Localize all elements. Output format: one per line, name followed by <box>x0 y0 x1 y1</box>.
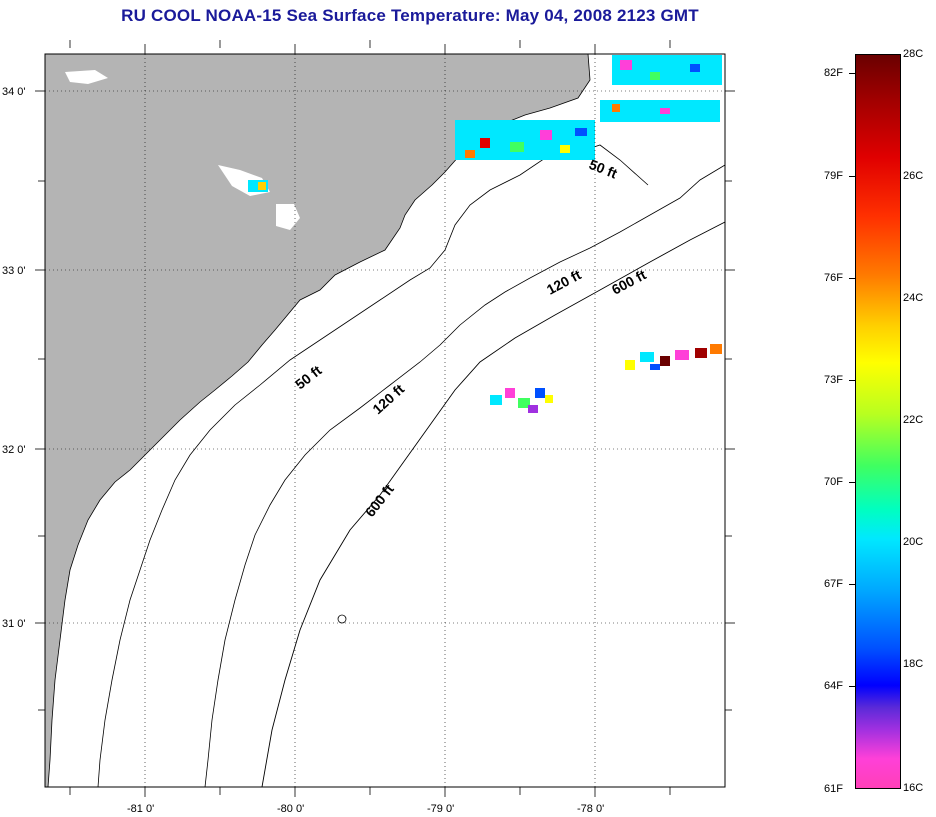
colorbar-tick <box>849 73 855 74</box>
fahrenheit-label: 64F <box>824 680 843 692</box>
map-title: RU COOL NOAA-15 Sea Surface Temperature:… <box>121 6 699 25</box>
grid-lines <box>45 54 725 787</box>
isobath-120ft <box>204 164 725 787</box>
fahrenheit-label: 82F <box>824 67 843 79</box>
celsius-label: 20C <box>903 536 924 548</box>
lat-label: 33 0' <box>2 265 26 277</box>
colorbar-tick <box>849 380 855 381</box>
sst-patch <box>488 385 553 420</box>
map-frame <box>44 53 726 788</box>
celsius-label: 22C <box>903 414 924 426</box>
fahrenheit-label: 76F <box>824 272 843 284</box>
land-patch <box>276 204 300 230</box>
lat-label: 31 0' <box>2 618 26 630</box>
celsius-label: 28C <box>903 48 924 60</box>
lat-label: 32 0' <box>2 444 26 456</box>
colorbar-tick <box>849 482 855 483</box>
colorbar-tick <box>849 176 855 177</box>
celsius-label: 18C <box>903 658 924 670</box>
sst-patch <box>455 120 595 160</box>
fahrenheit-label: 70F <box>824 476 843 488</box>
land-patch <box>65 70 108 84</box>
sst-patch <box>248 180 268 192</box>
lon-label: -80 0' <box>277 803 304 815</box>
axis-ticks <box>35 40 735 797</box>
lon-label: -81 0' <box>127 803 154 815</box>
celsius-label: 26C <box>903 170 924 182</box>
colorbar-tick <box>849 278 855 279</box>
temperature-colorbar <box>855 54 901 789</box>
celsius-label: 24C <box>903 292 924 304</box>
lat-label: 34 0' <box>2 86 26 98</box>
fahrenheit-label: 73F <box>824 374 843 386</box>
fahrenheit-label: 67F <box>824 578 843 590</box>
isobath-50ft <box>97 144 649 787</box>
celsius-label: 16C <box>903 782 924 794</box>
sst-patch <box>620 344 725 375</box>
fahrenheit-label: 61F <box>824 783 843 795</box>
sst-patch <box>600 55 722 122</box>
lon-label: -79 0' <box>427 803 454 815</box>
colorbar-tick <box>849 686 855 687</box>
colorbar-tick <box>849 584 855 585</box>
fahrenheit-label: 79F <box>824 170 843 182</box>
lon-label: -78 0' <box>577 803 604 815</box>
